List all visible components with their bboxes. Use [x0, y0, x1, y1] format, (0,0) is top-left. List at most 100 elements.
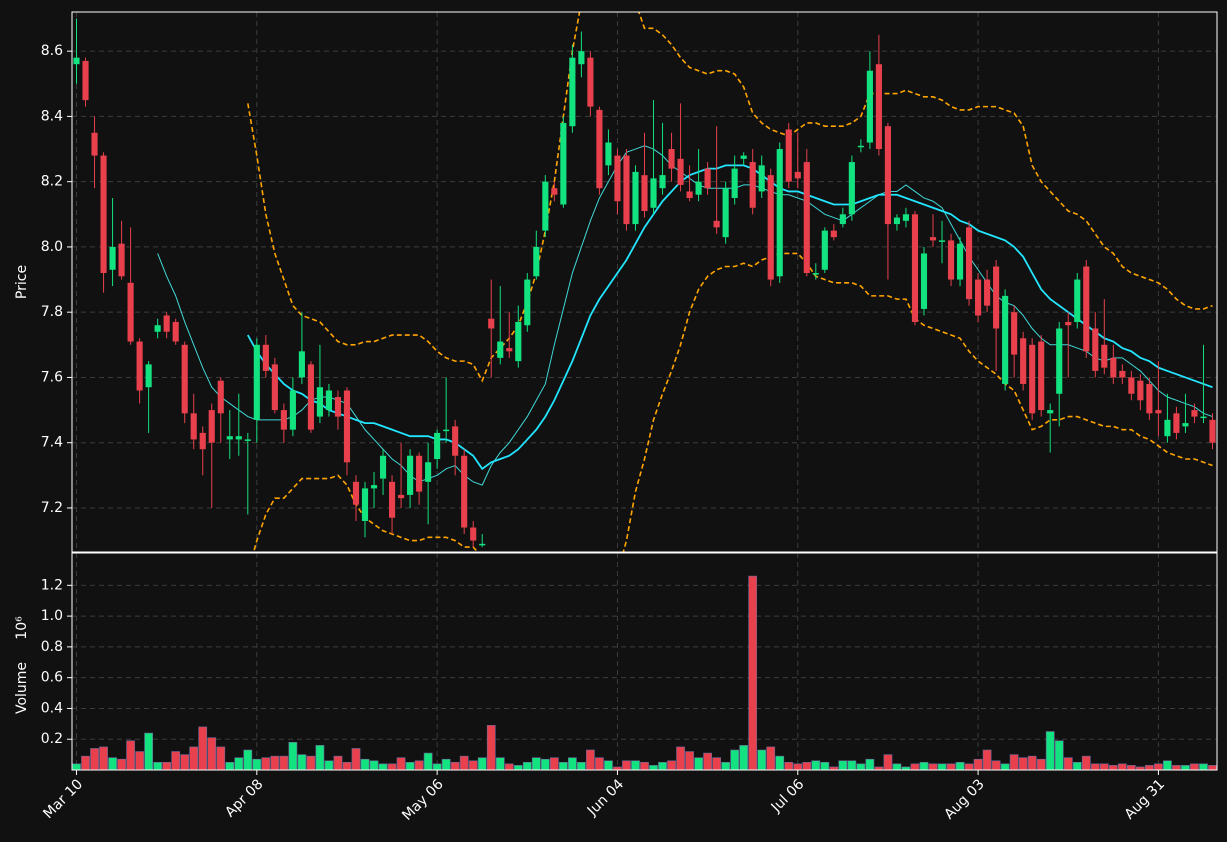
volume-bar	[396, 757, 406, 770]
volume-bar	[1000, 763, 1010, 770]
candle-body	[947, 240, 955, 280]
volume-bar	[99, 746, 108, 770]
volume-bar	[477, 757, 487, 770]
volume-bar	[757, 749, 767, 770]
volume-bar	[559, 762, 568, 770]
candle-body	[542, 181, 549, 231]
volume-bar	[1117, 763, 1127, 770]
candle-body	[956, 243, 964, 280]
candle-body	[731, 168, 738, 198]
volume-bar	[982, 749, 992, 770]
candle-body	[163, 315, 170, 332]
volume-bar	[631, 760, 640, 770]
candle-body	[929, 237, 937, 241]
candle-body	[1164, 419, 1171, 437]
volume-bar	[1045, 731, 1055, 770]
volume-bar	[811, 760, 821, 770]
volume-bar	[549, 757, 559, 770]
candle-body	[181, 344, 188, 414]
volume-bar	[360, 758, 370, 770]
candle-body	[316, 387, 323, 417]
candle-body	[704, 168, 711, 189]
volume-bar	[784, 762, 794, 770]
volume-bar	[1090, 763, 1100, 770]
volume-bar	[117, 758, 126, 770]
y-tick-label: 7.2	[41, 500, 63, 516]
candle-body	[812, 273, 819, 275]
volume-bar	[685, 751, 694, 770]
candle-body	[91, 132, 98, 156]
y-tick-label: 8.4	[41, 108, 63, 124]
candle-body	[425, 462, 432, 482]
candle-body	[307, 364, 314, 430]
candle-body	[794, 171, 801, 179]
volume-bar	[207, 737, 217, 770]
candle-body	[875, 64, 882, 150]
volume-bar	[748, 575, 758, 770]
volume-bar	[946, 763, 956, 770]
price-frame	[71, 11, 1218, 553]
volume-bar	[721, 762, 730, 770]
volume-bar	[1208, 765, 1217, 770]
candle-body	[1083, 266, 1090, 352]
candle-body	[82, 60, 89, 101]
candle-body	[533, 246, 540, 277]
volume-bar	[1126, 765, 1136, 770]
volume-bar	[991, 760, 1001, 770]
candle-body	[1047, 410, 1054, 414]
candle-body	[488, 318, 495, 329]
price-axis-label: Price	[14, 265, 30, 299]
volume-bar	[108, 757, 117, 770]
y-tick-label: 0.6	[41, 670, 63, 686]
volume-bar	[504, 763, 514, 770]
volume-bar	[1009, 754, 1019, 770]
volume-bar	[225, 762, 235, 770]
candle-body	[1209, 419, 1216, 443]
volume-bar	[865, 758, 875, 770]
volume-axis-label: Volume	[14, 662, 30, 714]
volume-bar	[595, 757, 604, 770]
volume-bar	[171, 751, 181, 770]
candle-body	[172, 321, 179, 342]
candle-body	[551, 188, 558, 195]
volume-bar	[586, 749, 595, 770]
volume-bar	[306, 755, 316, 770]
candle-body	[893, 217, 901, 225]
candle-body	[370, 485, 378, 489]
candle-body	[605, 142, 612, 166]
candle-body	[1020, 338, 1027, 384]
volume-bar	[1063, 757, 1073, 770]
volume-bar	[676, 746, 685, 770]
volume-bar	[180, 754, 190, 770]
volume-bar	[288, 741, 298, 770]
volume-bar	[568, 757, 577, 770]
candle-body	[1128, 377, 1135, 394]
y-tick-label: 1.2	[41, 577, 63, 593]
candle-body	[740, 155, 747, 159]
volume-bar	[135, 751, 144, 770]
candle-body	[1092, 328, 1099, 371]
candle-body	[145, 364, 152, 388]
volume-bar	[1190, 763, 1199, 770]
volume-bar	[486, 725, 496, 770]
candle-body	[1011, 312, 1018, 355]
volume-bar	[910, 763, 920, 770]
y-tick-label: 7.6	[41, 369, 63, 385]
candle-body	[379, 455, 387, 479]
volume-bar	[126, 740, 135, 770]
volume-bar	[802, 762, 812, 770]
volume-bar	[243, 749, 253, 770]
volume-bar	[1054, 740, 1064, 770]
volume-bar	[1181, 765, 1190, 770]
volume-bar	[423, 752, 433, 770]
volume-bar	[1172, 765, 1181, 770]
volume-bar	[1163, 760, 1172, 770]
volume-bar	[540, 758, 550, 770]
volume-bar	[649, 765, 658, 770]
volume-bar	[414, 760, 424, 770]
indicator-line	[247, 12, 1213, 383]
volume-bar	[378, 763, 388, 770]
volume-scale-label: 10⁶	[14, 616, 30, 640]
